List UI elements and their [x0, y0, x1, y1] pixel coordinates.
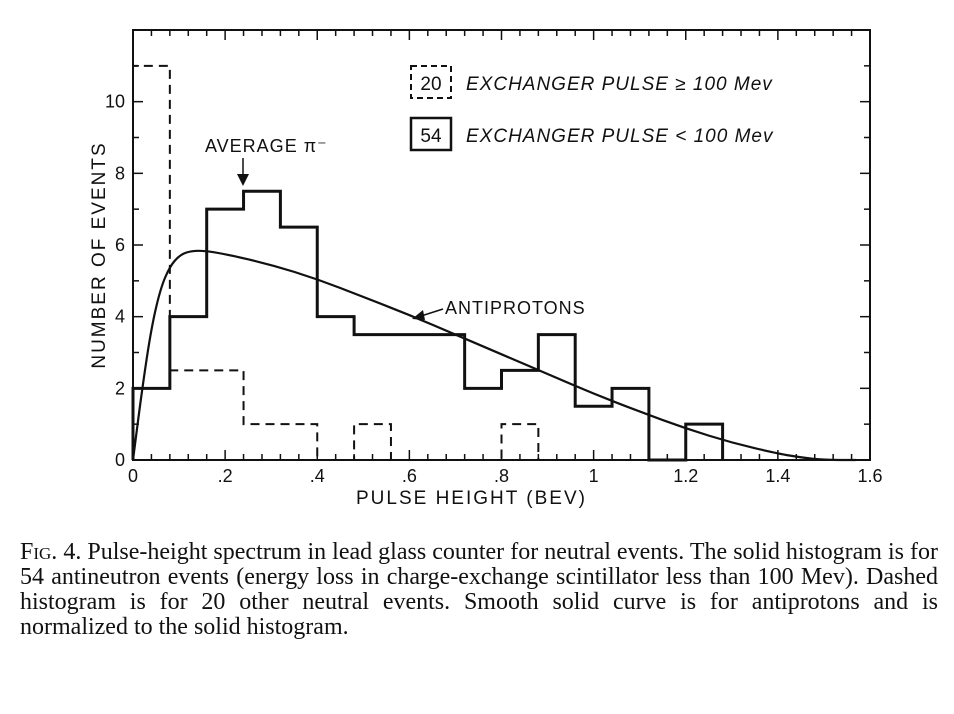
caption-text: Pulse-height spectrum in lead glass coun… [20, 539, 939, 640]
chart-annotations: AVERAGE π⁻ ANTIPROTONS [205, 136, 586, 320]
x-tick-label: 0 [128, 466, 138, 486]
y-tick-label: 0 [115, 450, 125, 470]
axis-ticks [132, 29, 871, 461]
x-tick-label: 1.4 [765, 466, 790, 486]
x-tick-label: .2 [218, 466, 233, 486]
y-tick-label: 2 [115, 378, 125, 398]
x-tick-label: 1.6 [857, 466, 882, 486]
antiproton-curve-line [131, 249, 857, 462]
antiprotons-arrowhead [412, 310, 425, 320]
average-pi-label: AVERAGE π⁻ [205, 136, 328, 156]
y-axis-title: NUMBER OF EVENTS [89, 141, 110, 368]
y-tick-label: 4 [115, 307, 125, 327]
y-tick-label: 8 [115, 163, 125, 183]
figure-label: Fig. 4. [20, 539, 82, 565]
legend-solid-box [409, 116, 453, 152]
x-tick-label: 1 [589, 466, 599, 486]
y-tick-label: 10 [105, 92, 125, 112]
pulse-height-chart: 0 .2 .4 .6 .8 1 1.2 1.4 1.6 0 2 4 6 8 10 AVERAGE π⁻ AN… [89, 29, 883, 509]
x-tick-label: .4 [310, 466, 325, 486]
figure-caption: Fig. 4. Pulse-height spectrum in lead gl… [20, 540, 938, 640]
chart-legend: 20 EXCHANGER PULSE ≥ 100 Mev 54 EXCHANGER P… [409, 65, 774, 152]
dashed-histogram-line [132, 64, 540, 461]
legend-dashed-box [410, 65, 452, 99]
dashed-histogram [132, 64, 540, 461]
y-tick-label: 6 [115, 235, 125, 255]
x-axis-title: PULSE HEIGHT (BEV) [356, 488, 587, 509]
legend-dashed-count: 20 [420, 74, 441, 95]
solid-histogram-line [131, 189, 725, 462]
y-tick-labels: 0 2 4 6 8 10 [105, 92, 125, 470]
average-pi-arrowhead [237, 174, 249, 186]
x-tick-label: 1.2 [673, 466, 698, 486]
antiproton-curve [131, 249, 857, 462]
legend-solid-label: EXCHANGER PULSE < 100 Mev [466, 126, 774, 147]
legend-solid-count: 54 [420, 126, 442, 147]
x-tick-labels: 0 .2 .4 .6 .8 1 1.2 1.4 1.6 [128, 466, 883, 486]
solid-histogram [131, 189, 725, 462]
legend-dashed-label: EXCHANGER PULSE ≥ 100 Mev [466, 74, 773, 95]
antiprotons-label: ANTIPROTONS [445, 298, 586, 318]
x-tick-label: .6 [402, 466, 417, 486]
x-tick-label: .8 [494, 466, 509, 486]
